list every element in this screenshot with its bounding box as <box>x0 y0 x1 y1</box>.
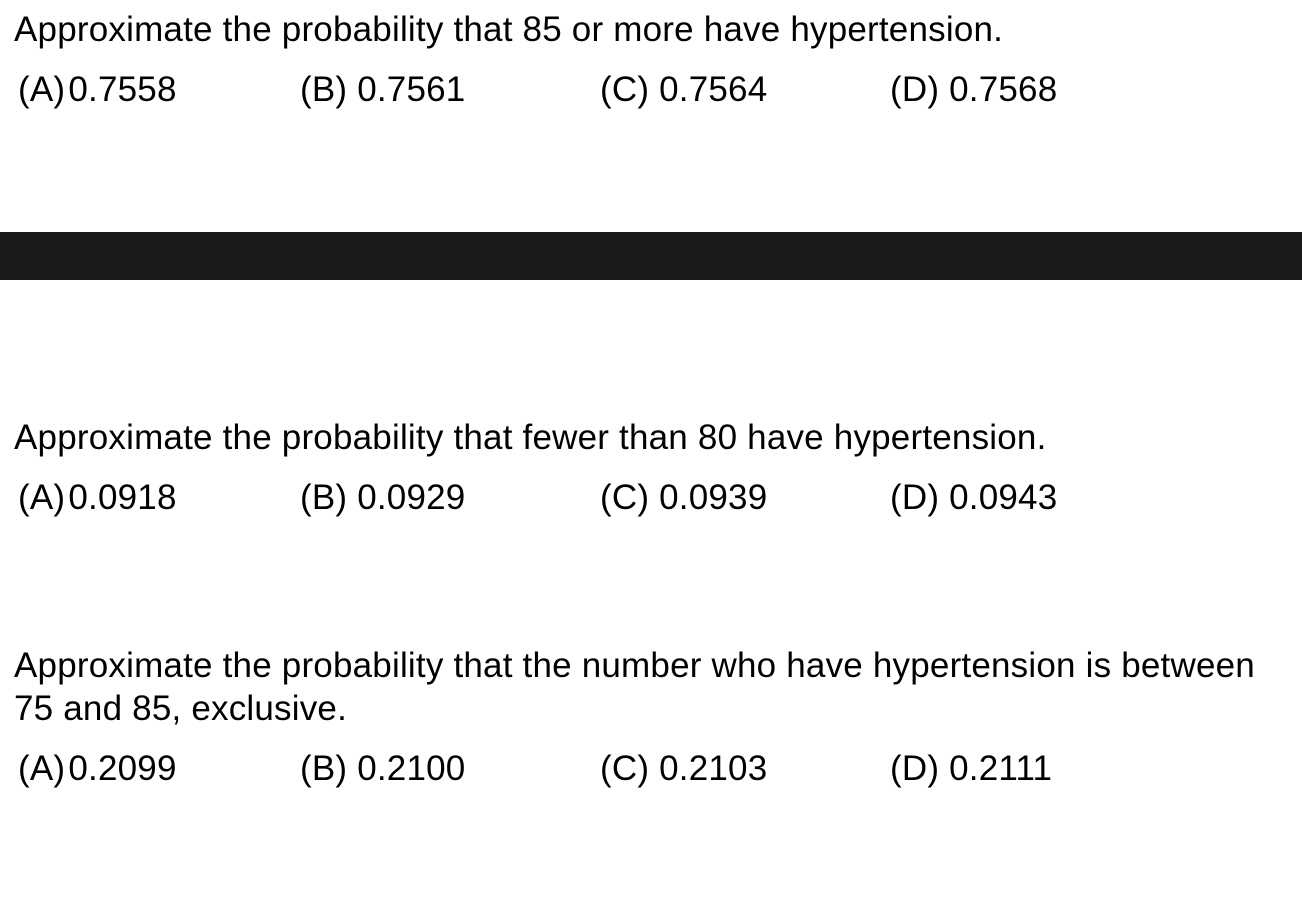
option-d-label: (D) <box>890 478 939 517</box>
option-c-value: 0.0939 <box>659 478 767 517</box>
option-a: (A) 0.2099 <box>18 749 300 789</box>
option-c-value: 0.7564 <box>659 70 767 109</box>
option-a-value: 0.0918 <box>68 478 176 517</box>
option-d-label: (D) <box>890 70 939 109</box>
option-d-value: 0.2111 <box>949 749 1052 788</box>
vertical-gap <box>0 528 1302 636</box>
option-d-label: (D) <box>890 749 939 788</box>
option-d-value: 0.0943 <box>949 478 1057 517</box>
option-d: (D) 0.0943 <box>890 478 1057 518</box>
question-block-2: Approximate the probability that fewer t… <box>0 408 1302 528</box>
option-b-value: 0.0929 <box>357 478 465 517</box>
option-b-value: 0.7561 <box>357 70 465 109</box>
option-a: (A) 0.0918 <box>18 478 300 518</box>
question-block-1: Approximate the probability that 85 or m… <box>0 0 1302 120</box>
option-c-label: (C) <box>600 70 649 109</box>
option-c: (C) 0.0939 <box>600 478 890 518</box>
question-prompt: Approximate the probability that 85 or m… <box>14 0 1288 60</box>
option-b-value: 0.2100 <box>357 749 465 788</box>
options-row: (A) 0.0918 (B) 0.0929 (C) 0.0939 (D) 0.0… <box>14 468 1288 528</box>
question-prompt: Approximate the probability that fewer t… <box>14 408 1288 468</box>
option-a-value: 0.7558 <box>68 70 176 109</box>
section-separator <box>0 232 1302 280</box>
option-a: (A) 0.7558 <box>18 70 300 110</box>
question-block-3: Approximate the probability that the num… <box>0 636 1302 800</box>
page-container: Approximate the probability that 85 or m… <box>0 0 1302 799</box>
option-c: (C) 0.7564 <box>600 70 890 110</box>
option-c-value: 0.2103 <box>659 749 767 788</box>
option-d: (D) 0.2111 <box>890 749 1052 789</box>
option-a-label: (A) <box>18 749 65 788</box>
option-a-value: 0.2099 <box>68 749 176 788</box>
option-a-label: (A) <box>18 478 65 517</box>
question-prompt: Approximate the probability that the num… <box>14 636 1288 740</box>
option-b-label: (B) <box>300 70 347 109</box>
option-c: (C) 0.2103 <box>600 749 890 789</box>
option-d-value: 0.7568 <box>949 70 1057 109</box>
option-d: (D) 0.7568 <box>890 70 1057 110</box>
option-c-label: (C) <box>600 749 649 788</box>
option-b: (B) 0.2100 <box>300 749 600 789</box>
options-row: (A) 0.7558 (B) 0.7561 (C) 0.7564 (D) 0.7… <box>14 60 1288 120</box>
option-a-label: (A) <box>18 70 65 109</box>
option-b: (B) 0.0929 <box>300 478 600 518</box>
option-b-label: (B) <box>300 478 347 517</box>
option-b: (B) 0.7561 <box>300 70 600 110</box>
option-c-label: (C) <box>600 478 649 517</box>
options-row: (A) 0.2099 (B) 0.2100 (C) 0.2103 (D) 0.2… <box>14 739 1288 799</box>
option-b-label: (B) <box>300 749 347 788</box>
